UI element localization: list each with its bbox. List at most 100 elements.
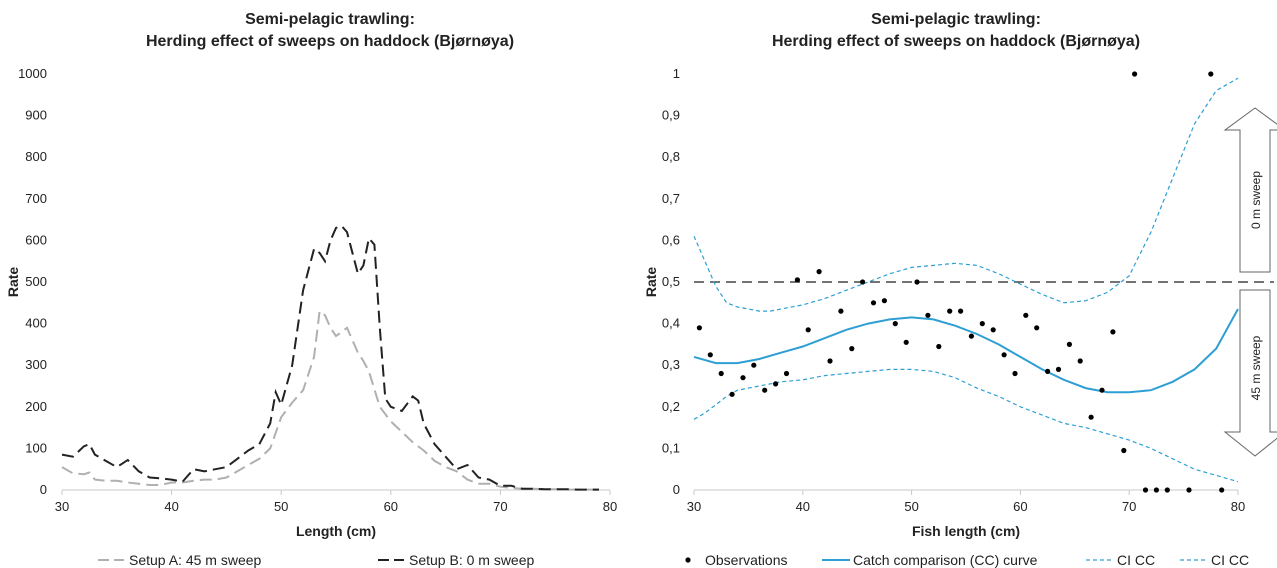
right-x-tick-label: 80 — [1231, 499, 1245, 514]
left-x-tick-label: 50 — [274, 499, 288, 514]
left-chart-title-line1: Semi-pelagic trawling: — [245, 11, 415, 28]
left-chart: Semi-pelagic trawling: Herding effect of… — [5, 11, 617, 568]
observation-point — [1055, 366, 1062, 372]
left-x-tick-label: 80 — [603, 499, 617, 514]
observation-point — [936, 343, 942, 350]
observation-point — [892, 321, 898, 327]
arrow-up-shape — [1223, 107, 1277, 273]
left-y-tick-label: 100 — [25, 440, 47, 455]
observation-point — [1012, 370, 1018, 377]
right-chart-title-line1: Semi-pelagic trawling: — [871, 11, 1041, 28]
observation-point — [773, 381, 779, 387]
observation-point — [1164, 487, 1170, 493]
right-y-tick-label: 0,4 — [662, 316, 680, 331]
left-chart-x-axis-label: Length (cm) — [296, 523, 376, 539]
observation-point — [827, 358, 833, 364]
left-chart-ticks: 30 40 50 60 70 800100200300400500600700800900… — [18, 66, 617, 514]
left-chart-lines — [61, 224, 599, 491]
right-chart-ticks: 30 40 50 60 70 80 0 0,1 0,2 0,3 0,4 0,5 0,6 0,7 0,8 0,9… — [662, 66, 1245, 514]
legend-label: Catch comparison (CC) curve — [853, 552, 1038, 568]
ci-upper-line — [693, 77, 1239, 312]
legend-label: Setup A: 45 m sweep — [129, 552, 262, 568]
observation-point — [1132, 71, 1138, 77]
right-y-tick-label: 0,5 — [662, 274, 680, 289]
observation-point — [740, 375, 746, 381]
observation-point — [707, 352, 713, 358]
left-y-tick-label: 1000 — [18, 66, 47, 81]
right-chart-legend: Observations Catch comparison (CC) curve C… — [685, 552, 1249, 568]
observation-point — [1088, 414, 1094, 420]
observation-point — [1219, 487, 1225, 493]
left-y-tick-label: 300 — [25, 357, 47, 372]
observation-point — [729, 391, 735, 397]
right-chart-points — [696, 71, 1225, 493]
legend-label: Setup B: 0 m sweep — [409, 552, 535, 568]
observation-point — [1110, 329, 1116, 335]
observation-point — [1208, 71, 1214, 77]
right-x-tick-label: 30 — [687, 499, 701, 514]
right-x-tick-label: 50 — [904, 499, 918, 514]
left-y-tick-label: 500 — [25, 274, 47, 289]
observation-point — [805, 327, 811, 333]
right-chart-y-axis-label: Rate — [643, 267, 659, 298]
right-y-tick-label: 0 — [673, 482, 680, 497]
observation-point — [1186, 487, 1192, 493]
legend-label: Observations — [705, 552, 787, 568]
right-y-tick-label: 0,6 — [662, 232, 680, 247]
right-y-tick-label: 0,1 — [662, 440, 680, 455]
arrow-down-label: 45 m sweep — [1249, 335, 1263, 400]
left-y-tick-label: 700 — [25, 191, 47, 206]
observation-point — [849, 346, 855, 352]
arrow-up-label: 0 m sweep — [1249, 171, 1263, 229]
observation-point — [1142, 487, 1149, 493]
left-y-tick-label: 900 — [25, 108, 47, 123]
observation-point — [860, 279, 866, 285]
right-y-tick-label: 0,2 — [662, 399, 680, 414]
right-x-tick-label: 70 — [1122, 499, 1136, 514]
right-y-tick-label: 0,8 — [662, 149, 680, 164]
observation-point — [990, 327, 996, 333]
series-line-setup-b — [61, 224, 599, 491]
observation-point — [903, 339, 909, 345]
left-y-tick-label: 0 — [40, 482, 47, 497]
series-line-setup-a — [61, 309, 599, 491]
left-x-tick-label: 40 — [164, 499, 178, 514]
observation-point — [1034, 325, 1040, 331]
right-chart-title-line2: Herding effect of sweeps on haddock (Bjø… — [772, 33, 1140, 50]
left-y-tick-label: 600 — [25, 232, 47, 247]
left-chart-legend: Setup A: 45 m sweep Setup B: 0 m sweep — [98, 552, 535, 568]
left-y-tick-label: 800 — [25, 149, 47, 164]
left-x-tick-label: 70 — [493, 499, 507, 514]
right-x-tick-label: 60 — [1013, 499, 1027, 514]
left-chart-y-axis-label: Rate — [5, 267, 21, 298]
left-chart-title-line2: Herding effect of sweeps on haddock (Bjø… — [146, 33, 514, 50]
observation-point — [794, 277, 801, 283]
observation-point — [1045, 368, 1051, 374]
cc-curve-line — [693, 308, 1239, 394]
observation-point — [1099, 387, 1105, 393]
right-y-tick-label: 1 — [673, 66, 680, 81]
observation-point — [718, 370, 724, 377]
ci-lower-line — [693, 368, 1239, 483]
observation-point — [816, 269, 822, 275]
observation-point — [914, 279, 920, 285]
right-chart-x-axis-label: Fish length (cm) — [912, 523, 1020, 539]
observation-point — [947, 308, 953, 314]
observation-point — [1066, 341, 1072, 347]
arrow-down-shape — [1223, 289, 1277, 457]
observation-point — [696, 325, 703, 331]
observation-point — [1023, 312, 1029, 318]
legend-label: CI CC — [1211, 552, 1249, 568]
right-y-tick-label: 0,3 — [662, 357, 680, 372]
observation-point — [751, 362, 757, 368]
observation-point — [838, 308, 844, 314]
right-x-tick-label: 40 — [796, 499, 810, 514]
observation-point — [783, 370, 790, 377]
observation-point — [1121, 447, 1127, 454]
legend-label: CI CC — [1117, 552, 1155, 568]
observation-point — [925, 312, 931, 318]
right-chart: Semi-pelagic trawling: Herding effect of… — [643, 11, 1277, 568]
observation-point — [979, 321, 985, 327]
observation-point — [1153, 487, 1159, 493]
